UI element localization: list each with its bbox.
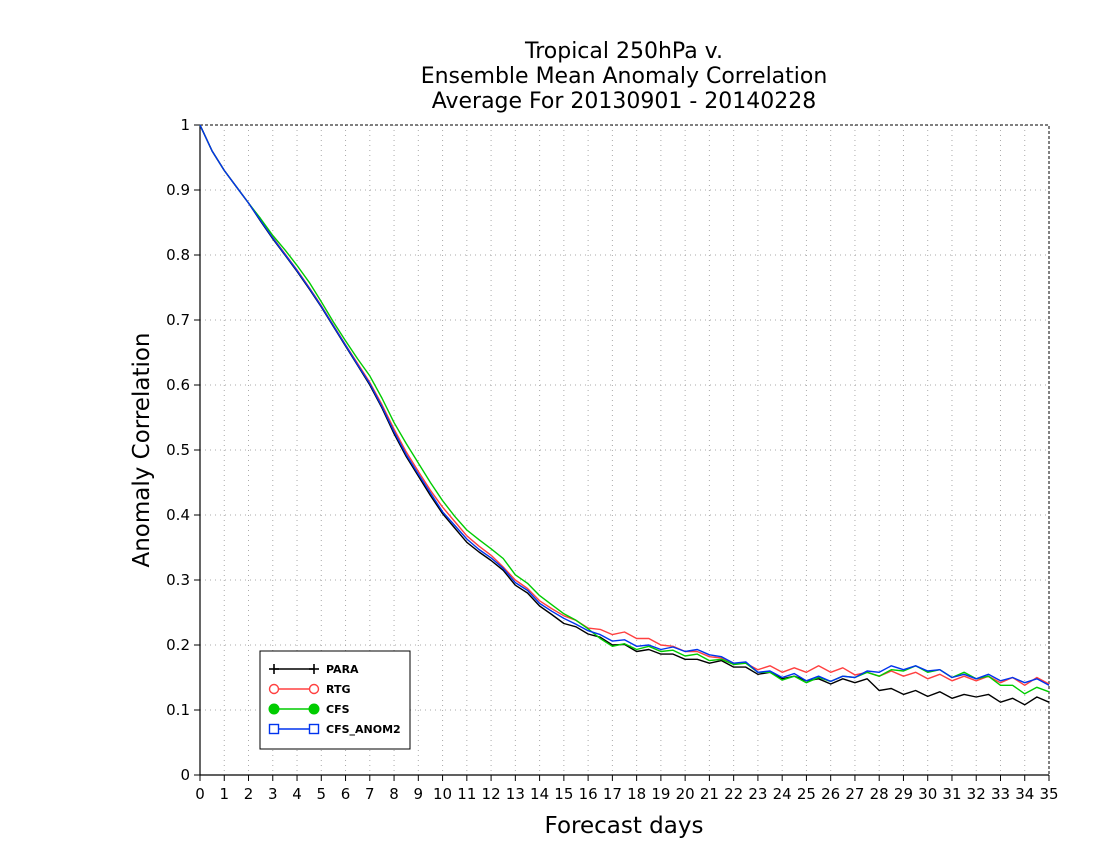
x-tick-label: 31 (942, 785, 961, 803)
y-tick-label: 0.6 (166, 376, 190, 394)
y-axis-label: Anomaly Correlation (129, 332, 155, 567)
x-tick-label: 11 (457, 785, 476, 803)
legend-item: CFS_ANOM2 (268, 723, 401, 736)
x-tick-label: 17 (603, 785, 622, 803)
series-line-rtg (199, 124, 1050, 686)
x-tick-label: 16 (579, 785, 598, 803)
series-line-cfs-anom2 (199, 124, 1050, 686)
x-tick-label: 12 (482, 785, 501, 803)
legend-marker (308, 723, 320, 735)
x-tick-label: 18 (627, 785, 646, 803)
x-tick-label: 35 (1039, 785, 1058, 803)
x-tick-label: 3 (268, 785, 278, 803)
legend-marker (268, 683, 280, 695)
x-tick-label: 0 (195, 785, 205, 803)
title-line-2: Ensemble Mean Anomaly Correlation (421, 64, 828, 89)
y-tick-label: 0.2 (166, 636, 190, 654)
grid (200, 125, 1049, 775)
x-tick-label: 27 (845, 785, 864, 803)
x-axis: 0 1 2 3 4 5 6 7 8 9 10 11 12 13 14 15 16 17 18 19 20 21 22 23 24… (195, 775, 1059, 803)
legend-item: RTG (268, 683, 351, 696)
x-tick-label: 30 (918, 785, 937, 803)
y-tick-label: 0.3 (166, 571, 190, 589)
legend: PARA RTG CFS CFS_ANOM2 (259, 650, 411, 750)
x-tick-label: 14 (530, 785, 549, 803)
x-tick-label: 26 (821, 785, 840, 803)
title-line-1: Tropical 250hPa v. (524, 39, 723, 64)
x-tick-label: 6 (341, 785, 351, 803)
x-tick-label: 5 (317, 785, 327, 803)
x-tick-label: 1 (219, 785, 229, 803)
y-tick-label: 0 (180, 766, 190, 784)
y-tick-label: 0.4 (166, 506, 190, 524)
y-tick-label: 0.7 (166, 311, 190, 329)
series-line-para (199, 124, 1050, 706)
x-tick-label: 32 (967, 785, 986, 803)
x-tick-label: 24 (773, 785, 792, 803)
series-lines (199, 124, 1050, 706)
y-tick-label: 0.8 (166, 246, 190, 264)
legend-label: CFS (326, 703, 350, 716)
y-tick-label: 0.9 (166, 181, 190, 199)
legend-items: PARA RTG CFS CFS_ANOM2 (268, 663, 401, 736)
legend-label: CFS_ANOM2 (326, 723, 401, 736)
x-tick-label: 7 (365, 785, 375, 803)
legend-marker (308, 703, 320, 715)
chart-title: Tropical 250hPa v. Ensemble Mean Anomaly… (421, 39, 828, 114)
legend-item: PARA (269, 663, 359, 676)
legend-box (259, 650, 411, 750)
x-tick-label: 9 (414, 785, 424, 803)
x-tick-label: 2 (244, 785, 254, 803)
x-tick-label: 29 (894, 785, 913, 803)
x-tick-label: 4 (292, 785, 302, 803)
legend-label: RTG (326, 683, 351, 696)
x-tick-label: 22 (724, 785, 743, 803)
x-tick-label: 20 (676, 785, 695, 803)
x-tick-label: 28 (870, 785, 889, 803)
legend-marker (268, 723, 280, 735)
y-tick-label: 0.1 (166, 701, 190, 719)
legend-marker (309, 664, 319, 674)
y-tick-label: 0.5 (166, 441, 190, 459)
y-axis: 0 0.1 0.2 0.3 0.4 0.5 0.6 0.7 0.8 0.9 1 (166, 116, 200, 784)
x-tick-label: 34 (1015, 785, 1034, 803)
legend-item: CFS (268, 703, 350, 716)
y-tick-label: 1 (180, 116, 190, 134)
x-tick-label: 19 (651, 785, 670, 803)
series-line-cfs (199, 124, 1050, 695)
x-tick-label: 21 (700, 785, 719, 803)
legend-marker (308, 683, 320, 695)
x-tick-label: 33 (991, 785, 1010, 803)
legend-label: PARA (326, 663, 359, 676)
legend-marker (269, 664, 279, 674)
x-axis-label: Forecast days (545, 813, 704, 839)
x-tick-label: 10 (433, 785, 452, 803)
x-tick-label: 8 (389, 785, 399, 803)
title-line-3: Average For 20130901 - 20140228 (432, 89, 817, 114)
x-tick-label: 13 (506, 785, 525, 803)
x-tick-label: 23 (748, 785, 767, 803)
legend-marker (268, 703, 280, 715)
x-tick-label: 15 (554, 785, 573, 803)
x-tick-label: 25 (797, 785, 816, 803)
